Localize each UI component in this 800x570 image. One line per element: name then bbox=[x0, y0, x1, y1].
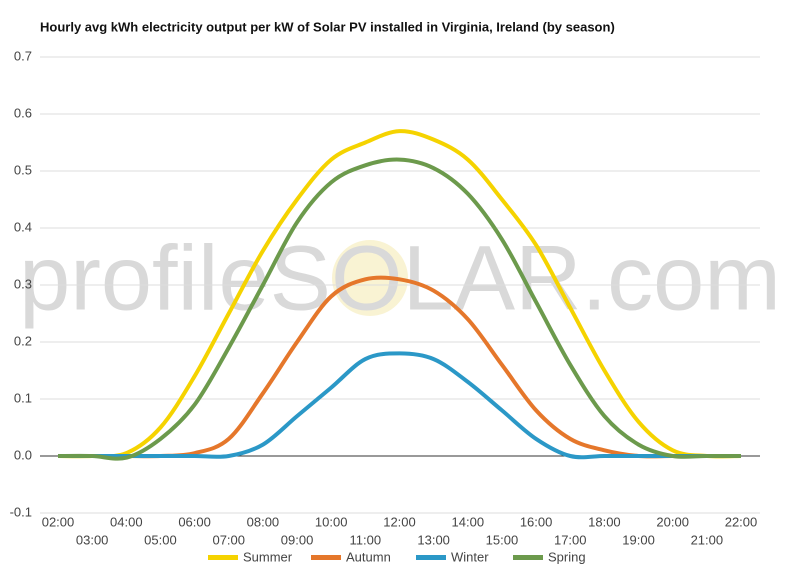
legend-label: Winter bbox=[451, 549, 489, 564]
y-tick-label: 0.2 bbox=[14, 333, 32, 348]
x-tick-label: 14:00 bbox=[452, 514, 485, 529]
x-tick-label: 12:00 bbox=[383, 514, 416, 529]
x-tick-label: 07:00 bbox=[212, 532, 245, 547]
series-line bbox=[57, 129, 742, 459]
x-tick-label: 21:00 bbox=[691, 532, 724, 547]
y-tick-label: 0.7 bbox=[14, 48, 32, 63]
y-tick-label: 0.5 bbox=[14, 162, 32, 177]
legend-swatch bbox=[513, 555, 543, 560]
legend-swatch bbox=[311, 555, 341, 560]
y-tick-label: -0.1 bbox=[10, 504, 32, 519]
x-tick-label: 13:00 bbox=[417, 532, 450, 547]
y-tick-label: 0.0 bbox=[14, 447, 32, 462]
y-tick-label: 0.3 bbox=[14, 276, 32, 291]
x-tick-label: 06:00 bbox=[178, 514, 211, 529]
legend-label: Autumn bbox=[346, 549, 391, 564]
x-tick-label: 20:00 bbox=[656, 514, 689, 529]
series-line bbox=[58, 351, 741, 460]
y-tick-label: 0.6 bbox=[14, 105, 32, 120]
x-tick-label: 10:00 bbox=[315, 514, 348, 529]
legend-label: Spring bbox=[548, 549, 586, 564]
y-tick-label: 0.1 bbox=[14, 390, 32, 405]
x-tick-label: 03:00 bbox=[76, 532, 109, 547]
x-tick-label: 08:00 bbox=[247, 514, 280, 529]
x-tick-label: 15:00 bbox=[486, 532, 519, 547]
x-tick-label: 17:00 bbox=[554, 532, 587, 547]
x-tick-label: 02:00 bbox=[42, 514, 75, 529]
x-tick-label: 16:00 bbox=[520, 514, 553, 529]
x-tick-label: 09:00 bbox=[281, 532, 314, 547]
x-tick-label: 19:00 bbox=[622, 532, 655, 547]
x-tick-label: 05:00 bbox=[144, 532, 177, 547]
x-tick-label: 22:00 bbox=[725, 514, 758, 529]
legend-swatch bbox=[416, 555, 446, 560]
legend-label: Summer bbox=[243, 549, 293, 564]
x-tick-label: 11:00 bbox=[350, 532, 382, 547]
x-tick-label: 18:00 bbox=[588, 514, 621, 529]
chart-title: Hourly avg kWh electricity output per kW… bbox=[40, 19, 615, 34]
y-tick-label: 0.4 bbox=[14, 219, 32, 234]
legend-swatch bbox=[208, 555, 238, 560]
series-line bbox=[57, 157, 741, 461]
x-tick-label: 04:00 bbox=[110, 514, 143, 529]
